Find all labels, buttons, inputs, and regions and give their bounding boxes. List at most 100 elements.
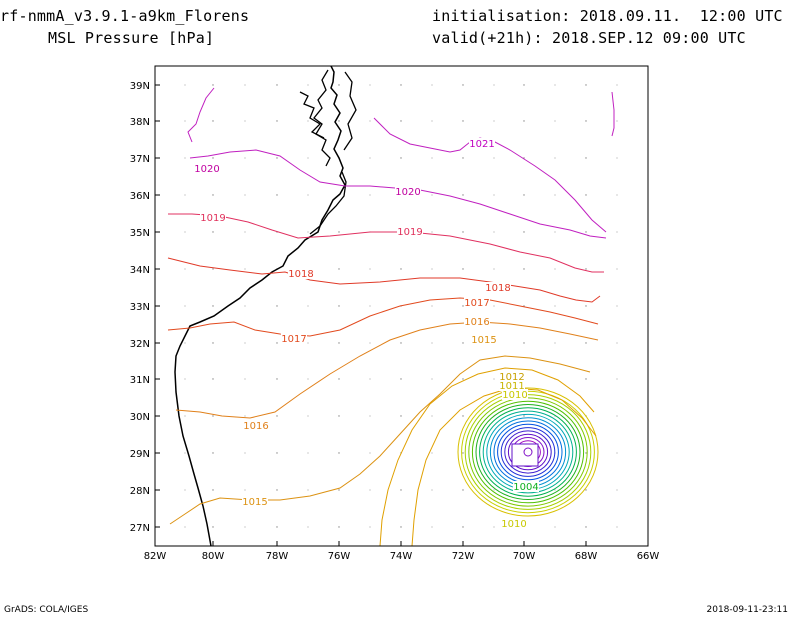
- grid-dot: [554, 268, 556, 270]
- contour-label-bg: [395, 186, 421, 197]
- grid-dot: [616, 305, 618, 307]
- lat-tick-label: 31N: [130, 375, 150, 386]
- grid-dot: [244, 378, 246, 380]
- grid-dot: [585, 489, 587, 491]
- lat-tick-label: 35N: [130, 228, 150, 239]
- grid-dot: [616, 120, 618, 122]
- grid-dot: [184, 378, 186, 380]
- grid-dot: [212, 194, 214, 196]
- grid-dot: [276, 305, 278, 307]
- grid-dot: [554, 342, 556, 344]
- grid-dot: [307, 452, 309, 454]
- grid-dot: [307, 120, 309, 122]
- grid-dot: [554, 84, 556, 86]
- grid-dot: [244, 489, 246, 491]
- grid-dot: [276, 194, 278, 196]
- outer-banks: [309, 171, 347, 235]
- grid-dot: [585, 231, 587, 233]
- grid-dot: [616, 526, 618, 528]
- grid-dot: [184, 157, 186, 159]
- contour-label: 1018: [288, 269, 313, 280]
- lat-tick-label: 29N: [130, 449, 150, 460]
- grid-dot: [244, 305, 246, 307]
- lat-tick-label: 30N: [130, 412, 150, 423]
- grid-dot: [431, 489, 433, 491]
- grid-dot: [369, 194, 371, 196]
- grid-dot: [338, 489, 340, 491]
- grid-dot: [493, 378, 495, 380]
- grid-dot: [585, 342, 587, 344]
- grid-dot: [244, 231, 246, 233]
- grid-dot: [585, 378, 587, 380]
- grid-dot: [462, 342, 464, 344]
- grid-dot: [184, 489, 186, 491]
- grid-dot: [554, 489, 556, 491]
- contour-label-bg: [243, 420, 269, 431]
- grid-dot: [554, 157, 556, 159]
- grid-dot: [554, 194, 556, 196]
- grid-dot: [400, 378, 402, 380]
- grid-dot: [338, 415, 340, 417]
- grid-dot: [369, 526, 371, 528]
- grid-dot: [431, 305, 433, 307]
- lat-tick-label: 39N: [130, 81, 150, 92]
- grid-dot: [462, 378, 464, 380]
- grid-dot: [493, 194, 495, 196]
- grid-dot: [244, 342, 246, 344]
- grid-dot: [523, 194, 525, 196]
- grid-dot: [585, 194, 587, 196]
- grid-dot: [400, 526, 402, 528]
- grid-dot: [462, 305, 464, 307]
- grid-dot: [276, 452, 278, 454]
- grid-dot: [212, 342, 214, 344]
- grid-dot: [244, 194, 246, 196]
- valid-value: 2018.SEP.12 09:00 UTC: [552, 29, 746, 47]
- grid-dot: [212, 378, 214, 380]
- coastline: [174, 66, 346, 546]
- grid-dot: [616, 84, 618, 86]
- contour-label: 1012: [499, 372, 524, 383]
- isobar-ring: [500, 427, 556, 477]
- variable-title: MSL Pressure [hPa]: [48, 29, 215, 47]
- grid-dot: [338, 84, 340, 86]
- grid-dot: [307, 489, 309, 491]
- grid-dot: [307, 157, 309, 159]
- contour-label-bg: [513, 481, 539, 492]
- grid-dot: [462, 526, 464, 528]
- grid-dot: [431, 415, 433, 417]
- contour-label: 1016: [243, 421, 268, 432]
- grid-dot: [276, 120, 278, 122]
- latitude-ticks: 27N 28N 29N 30N 31N 32N 33N 34N 35N 36N 37N 38N 39N: [130, 81, 160, 534]
- grid-dot: [616, 452, 618, 454]
- valid-label: valid(+21h):: [432, 29, 543, 47]
- grid-dot: [493, 489, 495, 491]
- contour-label-bg: [499, 380, 525, 391]
- grid-dot: [493, 84, 495, 86]
- grid-dot: [462, 489, 464, 491]
- grid-dot: [369, 305, 371, 307]
- grid-dot: [462, 231, 464, 233]
- grid-dot: [307, 194, 309, 196]
- grid-dot: [184, 526, 186, 528]
- storm-eye: [523, 447, 533, 457]
- contour-label: 1017: [281, 334, 306, 345]
- lat-tick-label: 34N: [130, 265, 150, 276]
- grid-dot: [244, 120, 246, 122]
- grid-dot: [400, 342, 402, 344]
- grid-dot: [307, 415, 309, 417]
- grid-dot: [212, 268, 214, 270]
- grid-dot: [212, 489, 214, 491]
- grid-dot: [307, 378, 309, 380]
- grid-dot: [369, 157, 371, 159]
- isobar-ring: [504, 430, 552, 474]
- grid-dot: [523, 415, 525, 417]
- contour-label: 1010: [501, 519, 526, 530]
- grid-dot: [212, 526, 214, 528]
- contour-label-bg: [485, 282, 511, 293]
- grid-dot: [338, 452, 340, 454]
- grid-dot: [493, 305, 495, 307]
- lon-tick-label: 74W: [390, 551, 413, 562]
- grid-dot: [369, 452, 371, 454]
- lat-tick-label: 37N: [130, 154, 150, 165]
- grid-dot: [616, 194, 618, 196]
